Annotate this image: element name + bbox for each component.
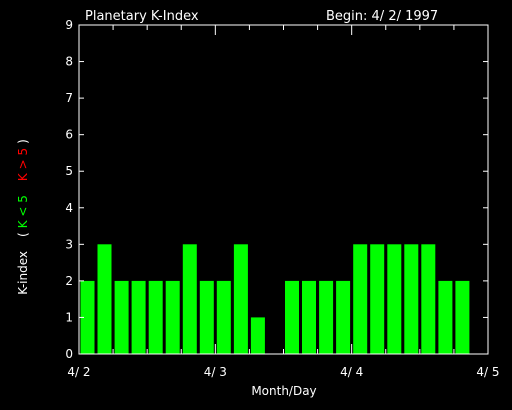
y-axis-label-high: K > 5 bbox=[16, 148, 30, 181]
x-axis: 4/ 2 4/ 3 4/ 4 4/ 5 bbox=[67, 25, 500, 379]
x-tick-label: 4/ 4 bbox=[340, 365, 363, 379]
y-tick-label: 3 bbox=[65, 237, 73, 251]
k-index-bar bbox=[404, 244, 419, 354]
k-index-bar bbox=[97, 244, 112, 354]
y-tick-label: 1 bbox=[65, 310, 73, 324]
chart-title: Planetary K-Index bbox=[85, 9, 199, 24]
k-index-bar bbox=[438, 280, 453, 354]
k-index-bar bbox=[148, 280, 163, 354]
x-tick-label: 4/ 5 bbox=[476, 365, 499, 379]
x-tick-label: 4/ 3 bbox=[204, 365, 227, 379]
begin-date-label: Begin: 4/ 2/ 1997 bbox=[326, 9, 438, 24]
k-index-bar bbox=[353, 244, 368, 354]
y-axis-label-close: ) bbox=[16, 139, 30, 144]
k-index-bar bbox=[319, 280, 334, 354]
x-axis-label: Month/Day bbox=[251, 384, 316, 398]
k-index-bar bbox=[80, 280, 95, 354]
k-index-bar bbox=[387, 244, 402, 354]
y-tick-label: 2 bbox=[65, 274, 73, 288]
k-index-bar bbox=[182, 244, 197, 354]
k-index-bar bbox=[336, 280, 351, 354]
y-axis-label-open: ( bbox=[16, 232, 30, 237]
k-index-bar bbox=[114, 280, 129, 354]
k-index-bar bbox=[131, 280, 146, 354]
k-index-bar bbox=[302, 280, 316, 354]
x-tick-label: 4/ 2 bbox=[67, 365, 90, 379]
k-index-bar bbox=[421, 244, 436, 354]
y-tick-label: 6 bbox=[65, 128, 73, 142]
k-index-bar bbox=[455, 280, 470, 354]
k-index-bar bbox=[370, 244, 385, 354]
k-index-bar bbox=[199, 280, 214, 354]
y-axis-label-prefix: K-index bbox=[16, 251, 30, 295]
y-axis: 0 1 2 3 4 5 6 7 8 9 bbox=[65, 18, 488, 361]
k-index-bar bbox=[285, 280, 299, 354]
k-index-bar bbox=[250, 317, 265, 354]
bar-series bbox=[80, 244, 470, 354]
y-axis-label-low: K < 5 bbox=[16, 195, 30, 228]
y-tick-label: 8 bbox=[65, 55, 73, 69]
k-index-bar bbox=[165, 280, 180, 354]
y-tick-label: 0 bbox=[65, 347, 73, 361]
k-index-bar bbox=[216, 280, 231, 354]
y-tick-label: 9 bbox=[65, 18, 73, 32]
y-tick-label: 5 bbox=[65, 164, 73, 178]
y-tick-label: 4 bbox=[65, 201, 73, 215]
y-tick-label: 7 bbox=[65, 91, 73, 105]
k-index-bar bbox=[233, 244, 248, 354]
y-axis-label: K-index ( K < 5 K > 5) bbox=[16, 139, 30, 295]
